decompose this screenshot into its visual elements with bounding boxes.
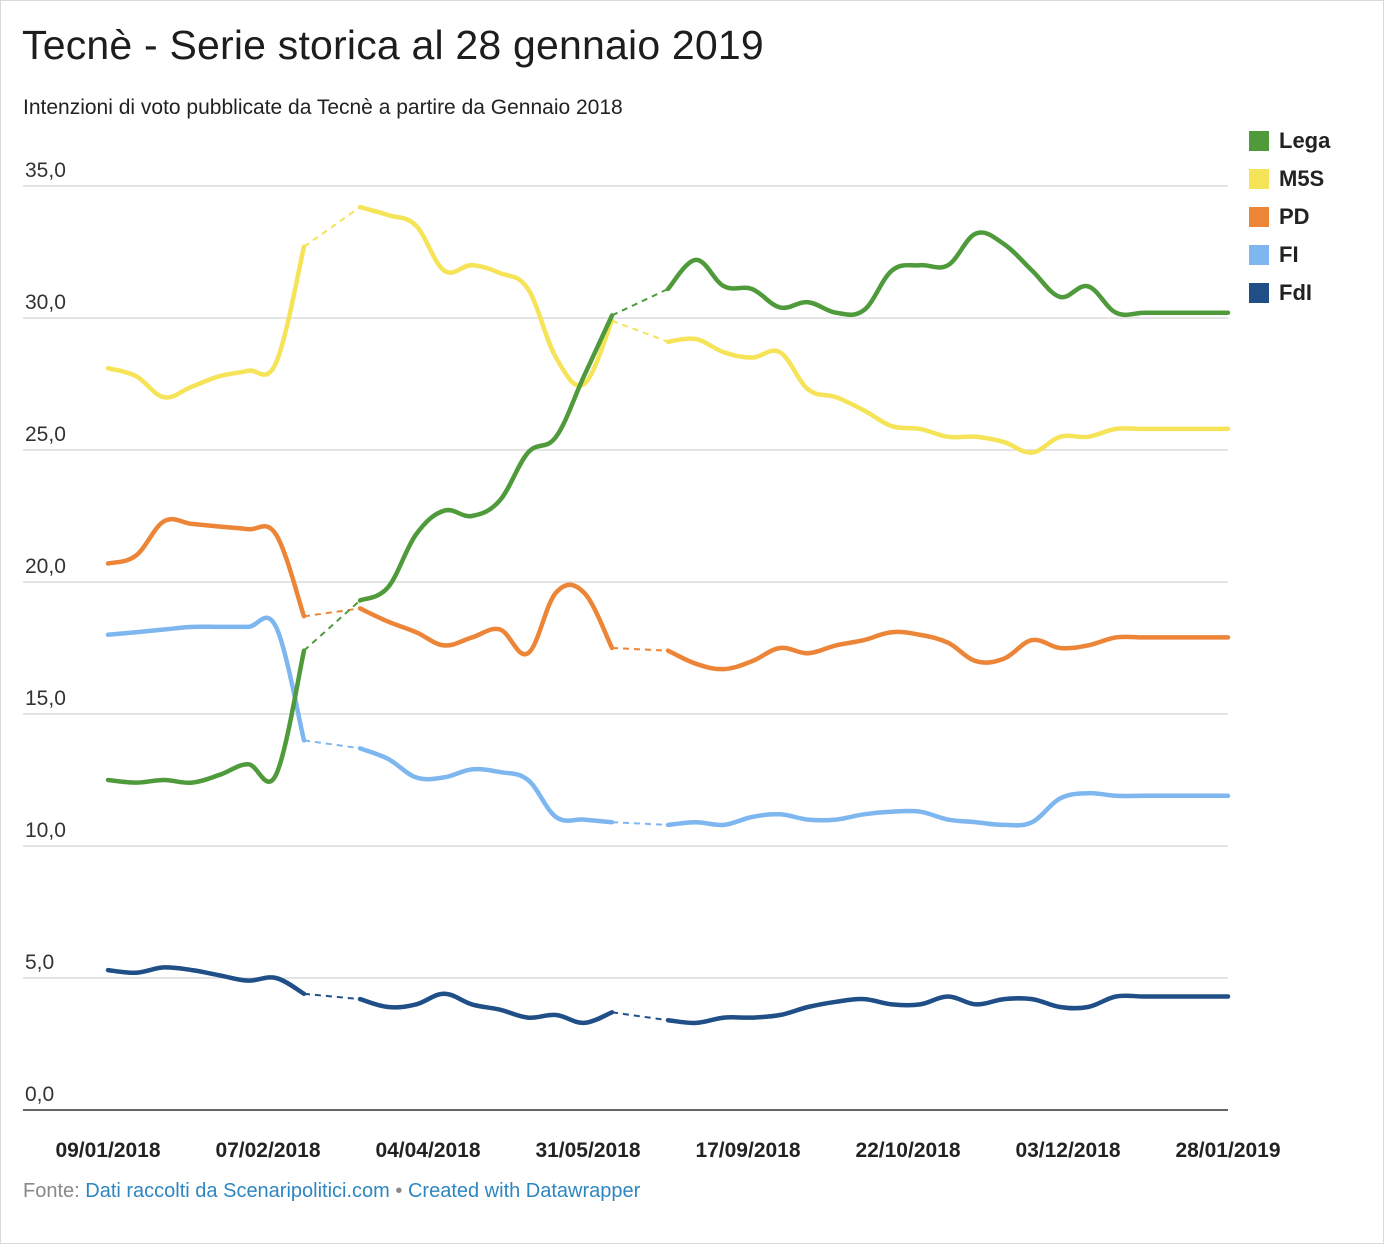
- legend-swatch: [1249, 131, 1269, 151]
- gap-connector: [611, 647, 669, 652]
- series-line-fi: [665, 790, 1231, 828]
- gap-connector: [303, 599, 361, 652]
- y-tick-label: 0,0: [25, 1083, 54, 1106]
- series-line-fdi: [105, 965, 307, 997]
- y-tick-label: 15,0: [25, 687, 66, 710]
- series-line-m5s: [357, 204, 615, 388]
- series-lines: [105, 204, 1231, 1026]
- gap-connector: [303, 206, 361, 248]
- series-fi: [105, 615, 1231, 828]
- gap-connector: [611, 1011, 669, 1022]
- y-tick-label: 25,0: [25, 423, 66, 446]
- x-axis-ticks: 09/01/2018 07/02/2018 04/04/2018 31/05/2018…: [55, 1139, 1280, 1162]
- y-axis-ticks: 0,0 5,0 10,0 15,0 20,0 25,0 30,0 35,0: [25, 159, 66, 1106]
- series-line-fi: [357, 746, 615, 825]
- footer: Fonte: Dati raccolti da Scenaripolitici.…: [23, 1180, 640, 1203]
- series-lega: [105, 230, 1231, 786]
- series-fdi: [105, 965, 1231, 1026]
- series-line-pd: [665, 629, 1231, 672]
- series-line-pd: [357, 582, 615, 657]
- series-line-pd: [105, 516, 307, 619]
- x-tick-label: 17/09/2018: [695, 1139, 800, 1162]
- legend-label: Lega: [1279, 128, 1331, 153]
- source-label: Fonte:: [23, 1180, 80, 1202]
- gap-connector: [303, 607, 361, 618]
- legend-swatch: [1249, 283, 1269, 303]
- source-link[interactable]: Dati raccolti da Scenaripolitici.com: [85, 1180, 390, 1202]
- y-tick-label: 10,0: [25, 819, 66, 842]
- legend-label: FdI: [1279, 280, 1312, 305]
- series-line-fdi: [357, 991, 615, 1026]
- x-tick-label: 04/04/2018: [375, 1139, 480, 1162]
- x-tick-label: 31/05/2018: [535, 1139, 640, 1162]
- chart-subtitle: Intenzioni di voto pubblicate da Tecnè a…: [23, 96, 623, 119]
- gap-connector: [611, 288, 669, 317]
- series-line-m5s: [105, 244, 307, 400]
- datawrapper-link[interactable]: Created with Datawrapper: [407, 1180, 641, 1202]
- gap-connector: [611, 319, 669, 343]
- legend-swatch: [1249, 169, 1269, 189]
- chart-title: Tecnè - Serie storica al 28 gennaio 2019: [22, 22, 764, 68]
- legend-label: PD: [1279, 204, 1310, 229]
- legend-label: FI: [1279, 242, 1299, 267]
- series-line-fdi: [665, 993, 1231, 1026]
- gap-connector: [303, 992, 361, 1001]
- series-line-lega: [105, 648, 307, 786]
- x-tick-label: 07/02/2018: [215, 1139, 320, 1162]
- legend-swatch: [1249, 207, 1269, 227]
- series-line-m5s: [665, 336, 1231, 455]
- gap-connector: [303, 739, 361, 750]
- series-line-fi: [105, 615, 307, 743]
- legend-swatch: [1249, 245, 1269, 265]
- x-tick-label: 09/01/2018: [55, 1139, 160, 1162]
- y-tick-label: 35,0: [25, 159, 66, 182]
- y-tick-label: 30,0: [25, 291, 66, 314]
- gap-connector: [611, 821, 669, 826]
- footer-separator: •: [395, 1180, 403, 1202]
- grid-lines: [23, 185, 1228, 1111]
- x-tick-label: 28/01/2019: [1175, 1139, 1280, 1162]
- x-tick-label: 03/12/2018: [1015, 1139, 1120, 1162]
- series-line-lega: [357, 313, 615, 603]
- series-pd: [105, 516, 1231, 672]
- x-tick-label: 22/10/2018: [855, 1139, 960, 1162]
- y-tick-label: 5,0: [25, 951, 54, 974]
- legend: Lega M5S PD FI FdI: [1249, 128, 1331, 305]
- series-m5s: [105, 204, 1231, 455]
- legend-label: M5S: [1279, 166, 1324, 191]
- series-line-lega: [665, 230, 1231, 318]
- y-tick-label: 20,0: [25, 555, 66, 578]
